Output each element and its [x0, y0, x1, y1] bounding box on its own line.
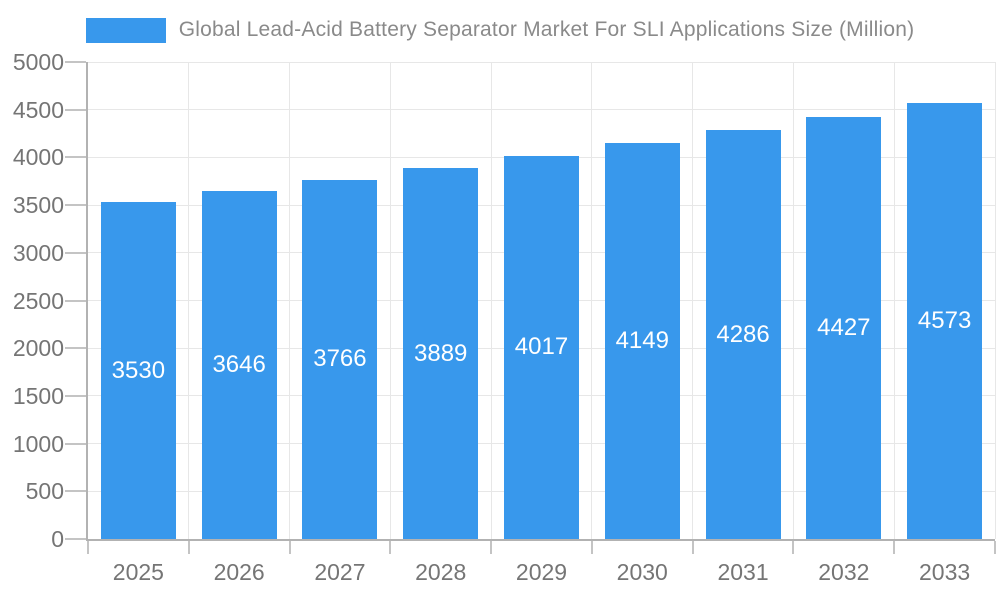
- y-axis-tick: [65, 156, 86, 159]
- x-tick-label: 2030: [616, 559, 668, 585]
- bar-value-label: 3889: [414, 339, 468, 367]
- y-tick-label: 5000: [12, 49, 64, 75]
- x-gridline: [893, 62, 895, 539]
- y-tick-label: 500: [25, 478, 64, 505]
- y-axis-tick: [65, 394, 86, 397]
- bar-2026: 3646: [201, 191, 277, 539]
- x-gridline: [490, 62, 492, 539]
- x-axis-tick: [288, 541, 291, 554]
- y-axis-line: [86, 62, 88, 539]
- x-gridline: [994, 62, 996, 539]
- bar-value-label: 4017: [514, 333, 569, 361]
- x-axis-tick: [87, 541, 89, 554]
- legend-swatch[interactable]: [85, 17, 166, 43]
- bar-2033: 4573: [907, 102, 983, 539]
- bar-value-label: 4573: [917, 306, 972, 334]
- bar-2030: 4149: [604, 143, 680, 539]
- y-tick-label: 4000: [12, 144, 64, 171]
- y-tick-label: 1000: [12, 430, 64, 457]
- bar-2027: 3766: [302, 179, 378, 539]
- x-axis-tick: [490, 541, 493, 554]
- x-tick-label: 2026: [213, 559, 265, 585]
- x-axis-tick: [893, 541, 896, 554]
- x-axis-tick: [994, 541, 996, 554]
- x-gridline: [692, 62, 694, 539]
- x-axis-tick: [590, 541, 593, 554]
- y-tick-label: 2000: [12, 335, 64, 362]
- y-tick-label: 3500: [12, 192, 64, 219]
- bar-value-label: 4427: [817, 313, 871, 341]
- bar-2032: 4427: [806, 116, 882, 539]
- y-tick-label: 4500: [12, 96, 64, 123]
- x-tick-label: 2029: [515, 559, 568, 585]
- y-tick-label: 2500: [12, 287, 64, 314]
- x-axis-tick: [187, 541, 190, 554]
- bar-value-label: 3530: [111, 356, 166, 384]
- x-tick-label: 2033: [919, 559, 971, 585]
- y-axis-tick: [65, 61, 86, 63]
- x-gridline: [289, 62, 291, 539]
- chart-legend: Global Lead-Acid Battery Separator Marke…: [0, 16, 1000, 44]
- bar-value-label: 3766: [313, 345, 367, 373]
- bar-2025: 3530: [100, 202, 176, 539]
- y-tick-label: 3000: [12, 239, 64, 266]
- x-axis-line: [86, 539, 995, 541]
- y-axis-tick: [65, 108, 86, 111]
- chart-title: Global Lead-Acid Battery Separator Marke…: [178, 18, 915, 41]
- y-axis-tick: [65, 442, 86, 445]
- y-tick-label: 1500: [12, 382, 64, 409]
- x-gridline: [389, 62, 391, 539]
- y-axis-tick: [65, 299, 86, 302]
- y-axis-tick: [65, 204, 86, 207]
- bar-value-label: 3646: [212, 351, 266, 379]
- x-tick-label: 2028: [415, 559, 467, 585]
- x-axis-tick: [389, 541, 392, 554]
- plot-area: 0 500 1000 1500 2000 2500 3000 3500 4000 4500 5000…: [13, 49, 996, 585]
- x-gridline: [591, 62, 593, 539]
- y-gridline: [88, 109, 995, 111]
- y-axis-tick: [65, 490, 86, 493]
- bar-value-label: 4286: [716, 320, 770, 348]
- x-gridline: [188, 62, 190, 539]
- bar-2028: 3889: [403, 168, 479, 539]
- y-gridline: [88, 61, 995, 63]
- bar-2031: 4286: [705, 130, 781, 539]
- y-axis-tick: [65, 538, 86, 540]
- x-tick-label: 2025: [112, 559, 164, 585]
- y-tick-label: 0: [51, 526, 64, 552]
- x-axis-tick: [792, 541, 795, 554]
- x-axis-tick: [691, 541, 694, 554]
- x-gridline: [792, 62, 794, 539]
- x-tick-label: 2031: [717, 559, 769, 585]
- x-tick-label: 2027: [314, 559, 366, 585]
- y-axis-tick: [65, 251, 86, 254]
- bar-value-label: 4149: [615, 327, 669, 355]
- y-axis-tick: [65, 347, 86, 350]
- x-tick-label: 2032: [818, 559, 870, 585]
- bar-2029: 4017: [504, 155, 579, 539]
